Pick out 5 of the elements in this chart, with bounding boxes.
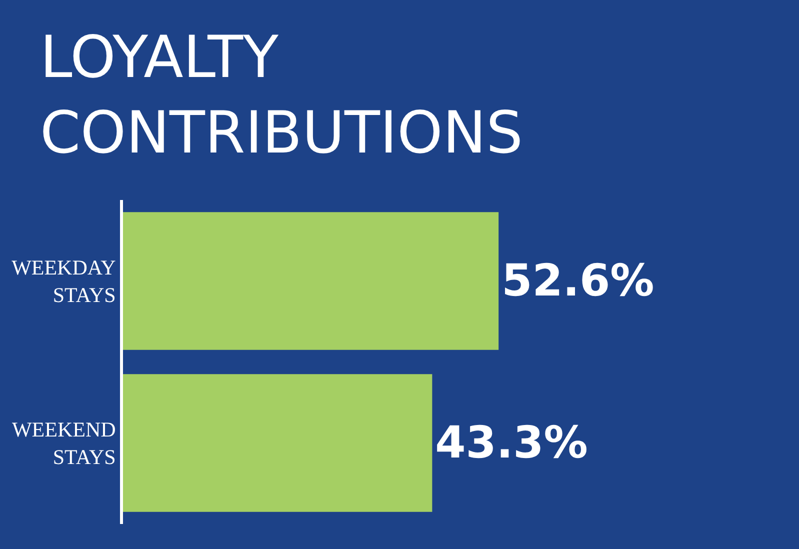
- chart-title: LOYALTY CONTRIBUTIONS: [40, 22, 523, 166]
- data-label: 43.3%: [435, 418, 588, 468]
- y-tick-label: WEEKEND STAYS: [12, 418, 116, 469]
- data-label: 52.6%: [502, 256, 654, 306]
- y-tick-label: WEEKDAY STAYS: [12, 256, 116, 307]
